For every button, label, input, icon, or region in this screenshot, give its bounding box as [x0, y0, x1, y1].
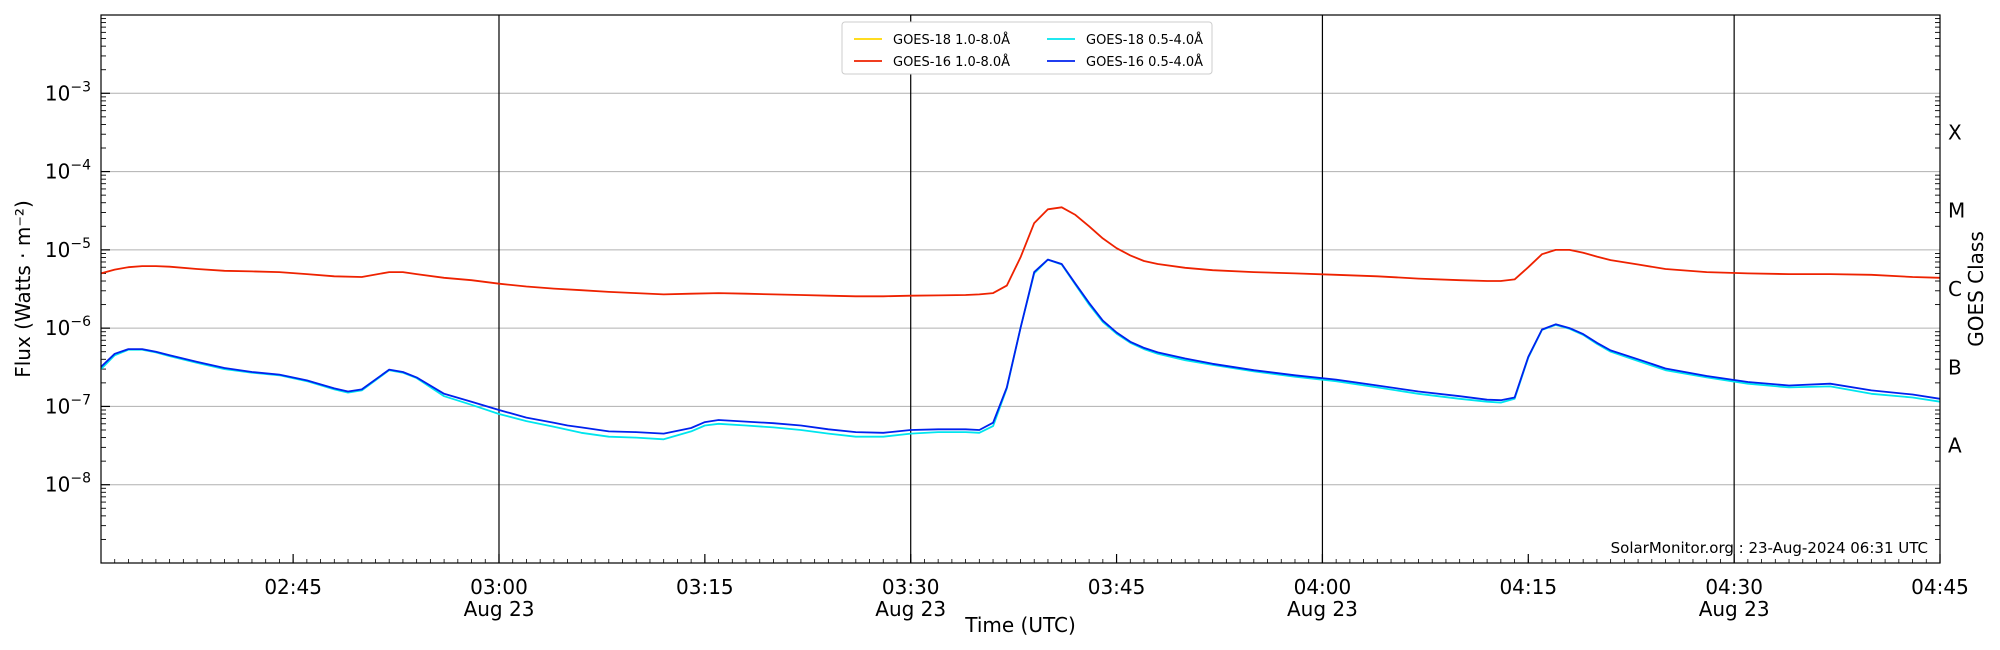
- x-tick-label: 04:45: [1911, 575, 1969, 599]
- series-line: [100, 258, 1941, 435]
- goes-class-axis: A B C M X: [1948, 120, 1965, 457]
- x-tick-date-label: Aug 23: [464, 597, 535, 621]
- series-line: [100, 206, 1941, 298]
- grid-layer: [101, 92, 1940, 486]
- legend-box: [841, 21, 1213, 75]
- x-tick-date-label: Aug 23: [1287, 597, 1358, 621]
- x-tick-label: 02:45: [264, 575, 322, 599]
- goes-class-axis-title: GOES Class: [1964, 231, 1988, 347]
- minor-ticks: [100, 18, 1941, 563]
- y-tick-label: 10−4: [45, 158, 91, 184]
- y-tick-label: 10−6: [45, 314, 91, 340]
- legend-label: GOES-18 0.5-4.0Å: [1086, 32, 1203, 48]
- y-axis-ticks: 10−8 10−7 10−6 10−5 10−4 10−3: [45, 79, 110, 497]
- x-tick-label: 03:30: [882, 575, 940, 599]
- x-tick-label: 04:30: [1705, 575, 1763, 599]
- goes-class-label: M: [1948, 199, 1965, 223]
- goes-class-label: A: [1948, 434, 1962, 458]
- credit-text: SolarMonitor.org : 23-Aug-2024 06:31 UTC: [1611, 539, 1928, 557]
- y-tick-label: 10−5: [45, 236, 91, 262]
- plot-frame: [100, 14, 1941, 564]
- x-tick-label: 03:15: [676, 575, 734, 599]
- legend-label: GOES-16 0.5-4.0Å: [1086, 54, 1203, 70]
- x-tick-label: 04:15: [1499, 575, 1557, 599]
- y-tick-label: 10−3: [45, 79, 91, 105]
- y-tick-label: 10−7: [45, 392, 91, 418]
- day-lines: [498, 15, 1735, 563]
- series-line: [100, 258, 1941, 441]
- y-axis-title: Flux (Watts · m⁻²): [11, 200, 35, 378]
- goes-class-label: C: [1948, 277, 1962, 301]
- legend: GOES-18 1.0-8.0Å GOES-16 1.0-8.0Å GOES-18 …: [841, 21, 1213, 75]
- goes-class-label: B: [1948, 355, 1962, 379]
- legend-label: GOES-18 1.0-8.0Å: [893, 32, 1010, 48]
- x-tick-date-label: Aug 23: [875, 597, 946, 621]
- goes-class-label: X: [1948, 120, 1962, 144]
- x-tick-label: 04:00: [1294, 575, 1352, 599]
- legend-label: GOES-16 1.0-8.0Å: [893, 54, 1010, 70]
- x-tick-label: 03:45: [1088, 575, 1146, 599]
- x-tick-date-label: Aug 23: [1699, 597, 1770, 621]
- series-layer: [100, 206, 1941, 441]
- y-tick-label: 10−8: [45, 471, 91, 497]
- x-axis-title: Time (UTC): [964, 613, 1076, 637]
- x-tick-label: 03:00: [470, 575, 528, 599]
